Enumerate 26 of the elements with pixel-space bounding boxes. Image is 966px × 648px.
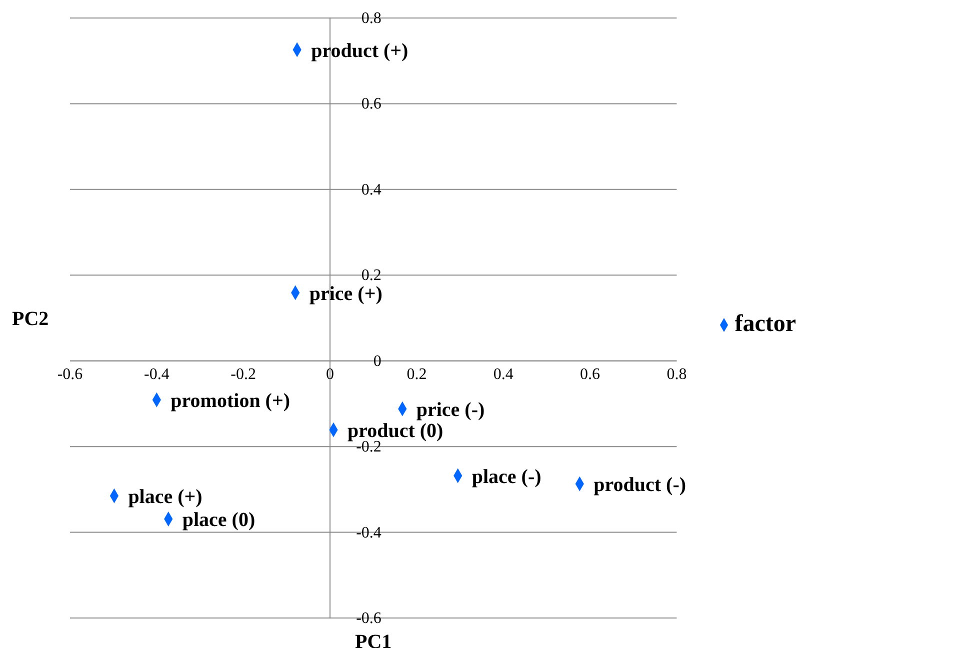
x-tick-label: -0.6 bbox=[57, 366, 83, 383]
x-tick-label: 0 bbox=[326, 366, 334, 383]
annotation: price (+) bbox=[309, 282, 382, 305]
x-axis-title: PC1 bbox=[355, 631, 392, 648]
y-axis-title: PC2 bbox=[12, 308, 49, 330]
annotation: product (-) bbox=[594, 474, 686, 496]
y-tick-label: 0.4 bbox=[361, 181, 382, 198]
annotation: promotion (+) bbox=[170, 390, 290, 412]
y-tick-label: -0.6 bbox=[356, 610, 382, 627]
annotation: place (+) bbox=[128, 486, 202, 508]
x-tick-label: -0.4 bbox=[144, 366, 170, 383]
annotation: place (-) bbox=[472, 466, 542, 488]
x-tick-label: -0.2 bbox=[230, 366, 256, 383]
x-tick-label: 0.8 bbox=[666, 366, 687, 383]
x-tick-label: 0.2 bbox=[406, 366, 427, 383]
y-tick-label: 0.2 bbox=[361, 267, 382, 284]
annotation: product (+) bbox=[311, 40, 408, 62]
annotation: place (0) bbox=[182, 509, 256, 532]
legend-label: factor bbox=[734, 310, 796, 336]
x-tick-label: 0.4 bbox=[493, 366, 514, 383]
y-tick-label: -0.4 bbox=[356, 524, 382, 542]
x-tick-label: 0.6 bbox=[580, 366, 600, 383]
y-tick-label: 0.6 bbox=[361, 96, 382, 113]
y-tick-label: 0 bbox=[373, 352, 382, 370]
annotation: price (-) bbox=[416, 398, 485, 421]
y-tick-label: 0.8 bbox=[361, 10, 382, 27]
